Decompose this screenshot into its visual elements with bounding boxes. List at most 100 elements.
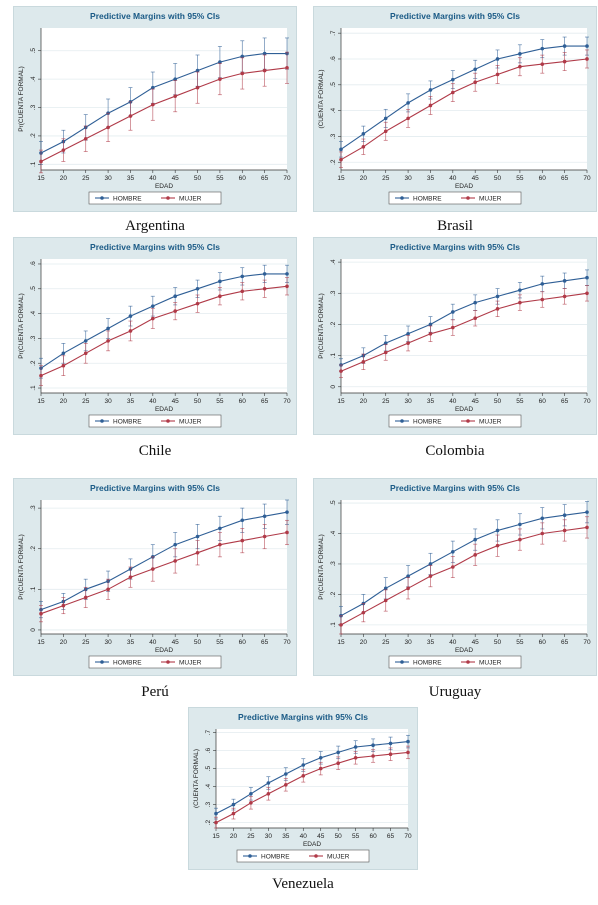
data-point: [562, 59, 567, 64]
chart-panel: Predictive Margins with 95% CIs .2 .3 .4 .5.…: [313, 6, 597, 212]
series-line: [340, 277, 588, 366]
x-tick-label: 15: [37, 175, 45, 182]
chart-title: Predictive Margins with 95% CIs: [90, 242, 220, 252]
y-tick-label: .1: [330, 622, 337, 628]
legend-swatch-marker: [400, 196, 404, 200]
series-mujer: [39, 51, 289, 174]
legend-label: MUJER: [179, 659, 202, 666]
data-point: [540, 62, 545, 66]
x-tick-label: 55: [216, 398, 224, 405]
data-point: [495, 528, 500, 533]
chart-svg: Predictive Margins with 95% CIs .2 .3 .4 .5.…: [318, 11, 591, 205]
y-tick-label: .4: [330, 530, 337, 536]
country-label: Perú: [141, 684, 169, 700]
x-tick-label: 70: [583, 639, 591, 646]
x-tick-label: 30: [404, 398, 412, 405]
legend-swatch-marker: [400, 660, 404, 664]
data-point: [540, 531, 545, 536]
x-tick-label: 20: [230, 833, 238, 840]
legend-label: HOMBRE: [113, 659, 142, 666]
y-tick-label: .2: [330, 159, 337, 165]
data-point: [240, 54, 245, 59]
x-tick-label: 40: [449, 639, 457, 646]
data-point: [473, 80, 477, 85]
x-tick-label: 60: [369, 833, 377, 840]
legend-label: MUJER: [179, 418, 202, 425]
data-point: [339, 623, 343, 627]
x-tick-label: 50: [194, 175, 202, 182]
y-tick-label: .4: [30, 76, 37, 82]
data-point: [218, 526, 222, 531]
x-tick-label: 40: [149, 175, 157, 182]
y-tick-label: .6: [330, 56, 337, 62]
data-point: [240, 274, 245, 279]
data-point: [39, 159, 43, 164]
country-label: Argentina: [125, 218, 185, 234]
x-tick-label: 35: [127, 175, 135, 182]
x-tick-label: 70: [283, 398, 291, 405]
legend-box: [88, 191, 222, 205]
x-tick-label: 55: [516, 398, 524, 405]
x-tick-label: 50: [194, 639, 202, 646]
data-point: [266, 792, 271, 796]
x-tick-label: 50: [335, 833, 343, 840]
y-tick-label: .6: [205, 748, 212, 754]
legend-swatch-marker: [100, 196, 104, 200]
legend-label: HOMBRE: [413, 195, 442, 202]
data-point: [518, 288, 522, 292]
data-point: [495, 307, 500, 311]
legend-label: HOMBRE: [113, 195, 142, 202]
y-tick-label: .5: [30, 48, 37, 54]
data-point: [318, 756, 323, 760]
chart-title: Predictive Margins with 95% CIs: [390, 11, 520, 21]
data-point: [285, 65, 289, 70]
data-point: [371, 754, 375, 758]
x-axis-label: EDAD: [455, 647, 473, 654]
x-tick-label: 65: [561, 639, 569, 646]
x-tick-label: 50: [494, 398, 502, 405]
data-point: [585, 57, 589, 61]
data-point: [451, 90, 455, 95]
legend-label: MUJER: [479, 659, 502, 666]
data-point: [361, 610, 366, 615]
x-tick-label: 25: [82, 398, 90, 405]
x-axis-label: EDAD: [455, 406, 473, 413]
x-tick-label: 55: [516, 639, 524, 646]
data-point: [151, 567, 155, 571]
series-line: [40, 511, 288, 611]
data-point: [262, 51, 267, 56]
y-axis-label: (CUENTA FORMAL): [318, 69, 325, 128]
x-tick-label: 30: [404, 175, 412, 182]
data-point: [518, 300, 522, 305]
data-point: [285, 272, 289, 276]
chart-title: Predictive Margins with 95% CIs: [390, 483, 520, 493]
data-point: [106, 326, 110, 331]
legend-swatch-marker: [100, 660, 104, 664]
data-point: [383, 598, 388, 603]
data-point: [151, 316, 155, 321]
data-point: [540, 282, 545, 286]
data-point: [195, 550, 200, 555]
data-point: [353, 756, 358, 760]
data-point: [106, 339, 110, 343]
data-point: [195, 301, 200, 306]
x-tick-label: 40: [300, 833, 308, 840]
chart-panel: Predictive Margins with 95% CIs .1 .2 .3 .4.…: [313, 478, 597, 676]
series-mujer: [339, 516, 589, 635]
data-point: [61, 603, 66, 608]
x-tick-label: 20: [60, 639, 68, 646]
data-point: [218, 542, 222, 547]
x-tick-label: 40: [449, 175, 457, 182]
data-point: [406, 116, 410, 121]
y-tick-label: .1: [30, 586, 37, 592]
x-tick-label: 70: [283, 175, 291, 182]
y-tick-label: .5: [330, 82, 337, 88]
series-hombre: [339, 501, 589, 626]
data-point: [428, 88, 433, 92]
data-point: [128, 575, 133, 579]
x-tick-label: 60: [539, 398, 547, 405]
x-tick-label: 65: [261, 398, 269, 405]
y-tick-label: .2: [30, 360, 37, 366]
series-line: [215, 741, 409, 815]
legend-swatch-marker: [166, 196, 170, 200]
